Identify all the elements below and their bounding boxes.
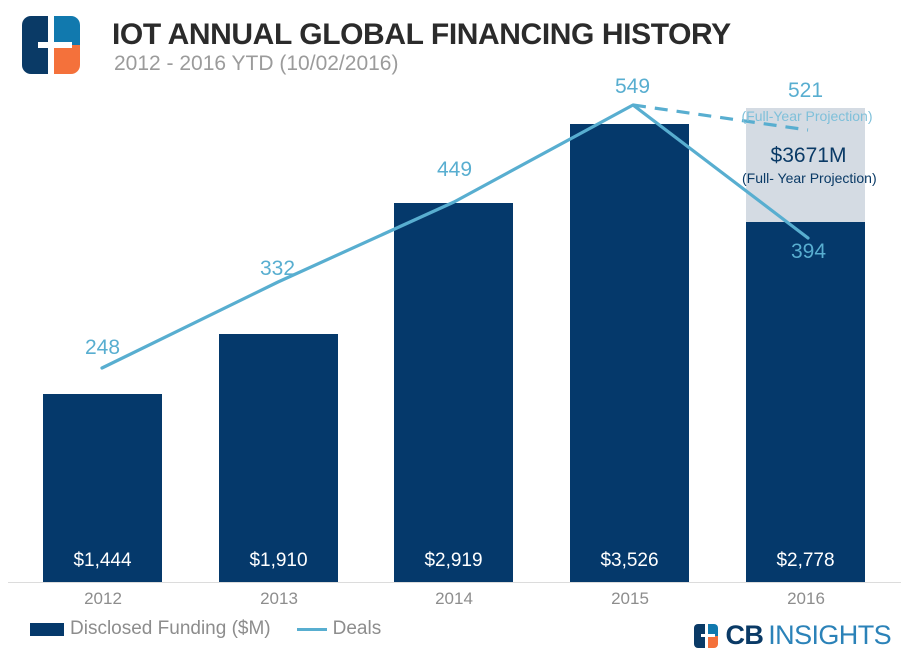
bar-2013: $1,910 bbox=[219, 334, 338, 582]
deals-label-2015: 549 bbox=[614, 75, 651, 98]
deals-label-2013: 332 bbox=[259, 257, 296, 280]
cb-insights-brand: CB INSIGHTS bbox=[694, 620, 892, 651]
deals-projection-note: (Full-Year Projection) bbox=[741, 108, 873, 124]
plot-area: $3671M (Full- Year Projection) $1,444 $1… bbox=[0, 75, 909, 582]
bar-value-2016: $2,778 bbox=[776, 550, 835, 571]
x-tick-2014: 2014 bbox=[435, 589, 473, 608]
projection-funding-label: $3671M bbox=[770, 144, 847, 167]
deals-label-projection: 521 bbox=[787, 79, 824, 102]
x-tick-2013: 2013 bbox=[260, 589, 298, 608]
x-tick-2016: 2016 bbox=[787, 589, 825, 608]
bar-2012: $1,444 bbox=[43, 394, 162, 582]
x-axis-line bbox=[8, 582, 901, 583]
legend-line-swatch-icon bbox=[296, 627, 327, 631]
bar-value-2015: $3,526 bbox=[600, 550, 659, 571]
deals-label-2012: 248 bbox=[84, 336, 121, 359]
bar-2014: $2,919 bbox=[394, 203, 513, 582]
cb-insights-mark-icon bbox=[694, 623, 719, 648]
page-subtitle: 2012 - 2016 YTD (10/02/2016) bbox=[114, 52, 399, 75]
deals-label-2014: 449 bbox=[436, 158, 473, 181]
brand-left-block bbox=[694, 623, 707, 648]
legend-label-deals: Deals bbox=[332, 618, 382, 639]
bar-value-2013: $1,910 bbox=[249, 550, 308, 571]
bar-2015: $3,526 bbox=[570, 124, 689, 582]
logo-top-right-block bbox=[51, 16, 80, 45]
brand-name-cb: CB bbox=[725, 620, 764, 650]
deals-label-2016: 394 bbox=[790, 240, 827, 263]
chart-legend: Disclosed Funding ($M) Deals bbox=[30, 618, 381, 640]
x-tick-2012: 2012 bbox=[84, 589, 122, 608]
bar-2016: $2,778 bbox=[746, 222, 865, 582]
brand-top-right-block bbox=[706, 623, 719, 636]
logo-horizontal-divider bbox=[38, 42, 72, 48]
x-tick-2015: 2015 bbox=[611, 589, 649, 608]
legend-item-deals[interactable]: Deals bbox=[296, 618, 382, 640]
bar-value-2012: $1,444 bbox=[73, 550, 132, 571]
legend-item-disclosed-funding[interactable]: Disclosed Funding ($M) bbox=[30, 618, 271, 640]
brand-bottom-right-block bbox=[706, 635, 719, 648]
deals-line-solid bbox=[100, 103, 810, 370]
bar-value-2014: $2,919 bbox=[424, 550, 483, 571]
legend-bar-swatch-icon bbox=[30, 622, 64, 636]
projection-block bbox=[746, 108, 865, 222]
brand-name-insights: INSIGHTS bbox=[768, 620, 891, 650]
cb-insights-logo-icon bbox=[22, 16, 80, 74]
brand-horizontal-divider bbox=[700, 634, 716, 637]
chart-header: IOT ANNUAL GLOBAL FINANCING HISTORY 2012… bbox=[0, 0, 909, 82]
deals-line-series bbox=[100, 103, 810, 370]
legend-label-disclosed-funding: Disclosed Funding ($M) bbox=[70, 618, 271, 639]
page-title: IOT ANNUAL GLOBAL FINANCING HISTORY bbox=[112, 18, 731, 51]
logo-bottom-right-block bbox=[51, 45, 80, 74]
deals-line-projection-dashed bbox=[632, 103, 809, 132]
projection-funding-note: (Full- Year Projection) bbox=[742, 170, 877, 186]
